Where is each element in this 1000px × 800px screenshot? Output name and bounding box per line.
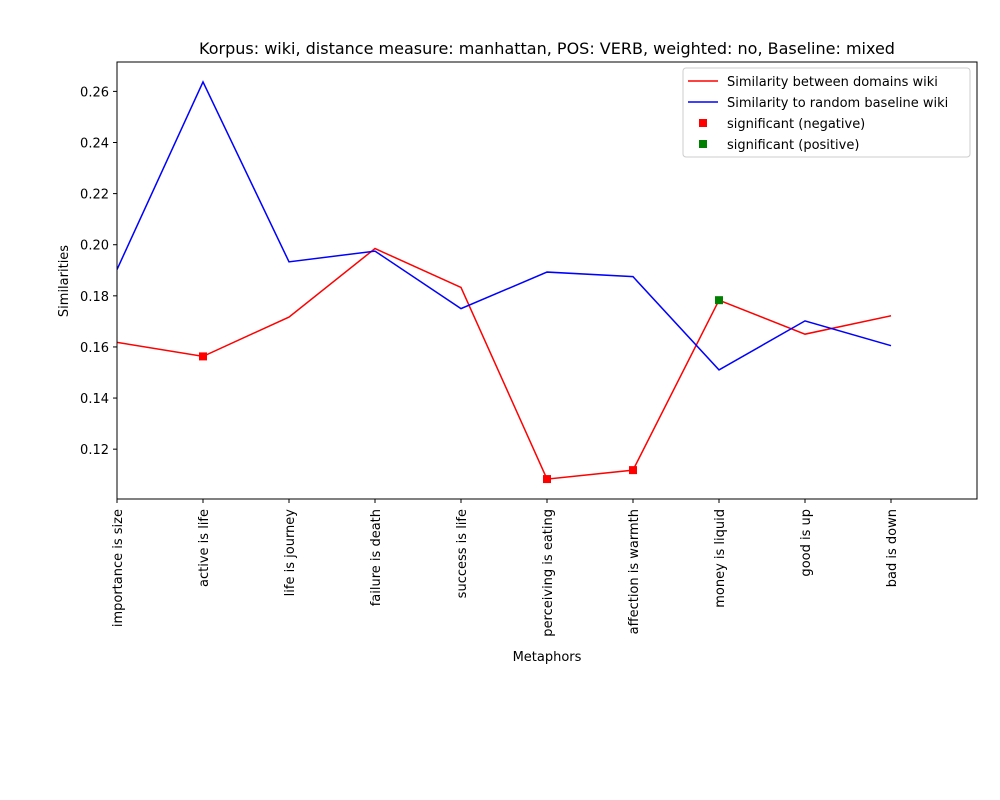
y-tick-label: 0.12	[80, 443, 109, 458]
y-axis-label: Similarities	[57, 245, 72, 317]
x-tick-label: perceiving is eating	[541, 509, 556, 637]
significant-negative-marker	[543, 475, 551, 483]
legend-entry-label: significant (negative)	[727, 117, 865, 132]
x-tick-label: active is life	[197, 509, 212, 587]
series-line-1	[117, 249, 891, 480]
x-tick-label: money is liquid	[713, 509, 728, 608]
significant-positive-marker	[715, 296, 723, 304]
x-tick-label: bad is down	[885, 509, 900, 587]
y-tick-label: 0.14	[80, 392, 109, 407]
significant-negative-marker	[199, 352, 207, 360]
x-tick-label: affection is warmth	[627, 509, 642, 634]
x-tick-label: good is up	[799, 509, 814, 577]
y-tick-label: 0.26	[80, 85, 109, 100]
legend-marker-swatch	[699, 140, 707, 148]
legend: Similarity between domains wiki Similarit…	[683, 68, 970, 157]
legend-entry-label: significant (positive)	[727, 138, 859, 153]
chart-title: Korpus: wiki, distance measure: manhatta…	[199, 39, 895, 58]
y-tick-label: 0.22	[80, 188, 109, 203]
legend-marker-swatch	[699, 119, 707, 127]
x-tick-label: success is life	[455, 509, 470, 598]
x-tick-label: failure is death	[369, 509, 384, 606]
x-tick-label: life is journey	[283, 509, 298, 597]
legend-entry-label: Similarity to random baseline wiki	[727, 96, 948, 111]
y-tick-label: 0.24	[80, 137, 109, 152]
y-tick-label: 0.16	[80, 341, 109, 356]
x-tick-label: importance is size	[111, 509, 126, 627]
y-axis: 0.12 0.14 0.16 0.18 0.20 0.22 0.24 0.26	[80, 85, 117, 458]
y-tick-label: 0.20	[80, 239, 109, 254]
significant-negative-marker	[629, 466, 637, 474]
x-axis-label: Metaphors	[513, 650, 582, 665]
legend-entry-label: Similarity between domains wiki	[727, 75, 938, 90]
x-axis: importance is size active is life life is …	[111, 499, 900, 637]
y-tick-label: 0.18	[80, 290, 109, 305]
